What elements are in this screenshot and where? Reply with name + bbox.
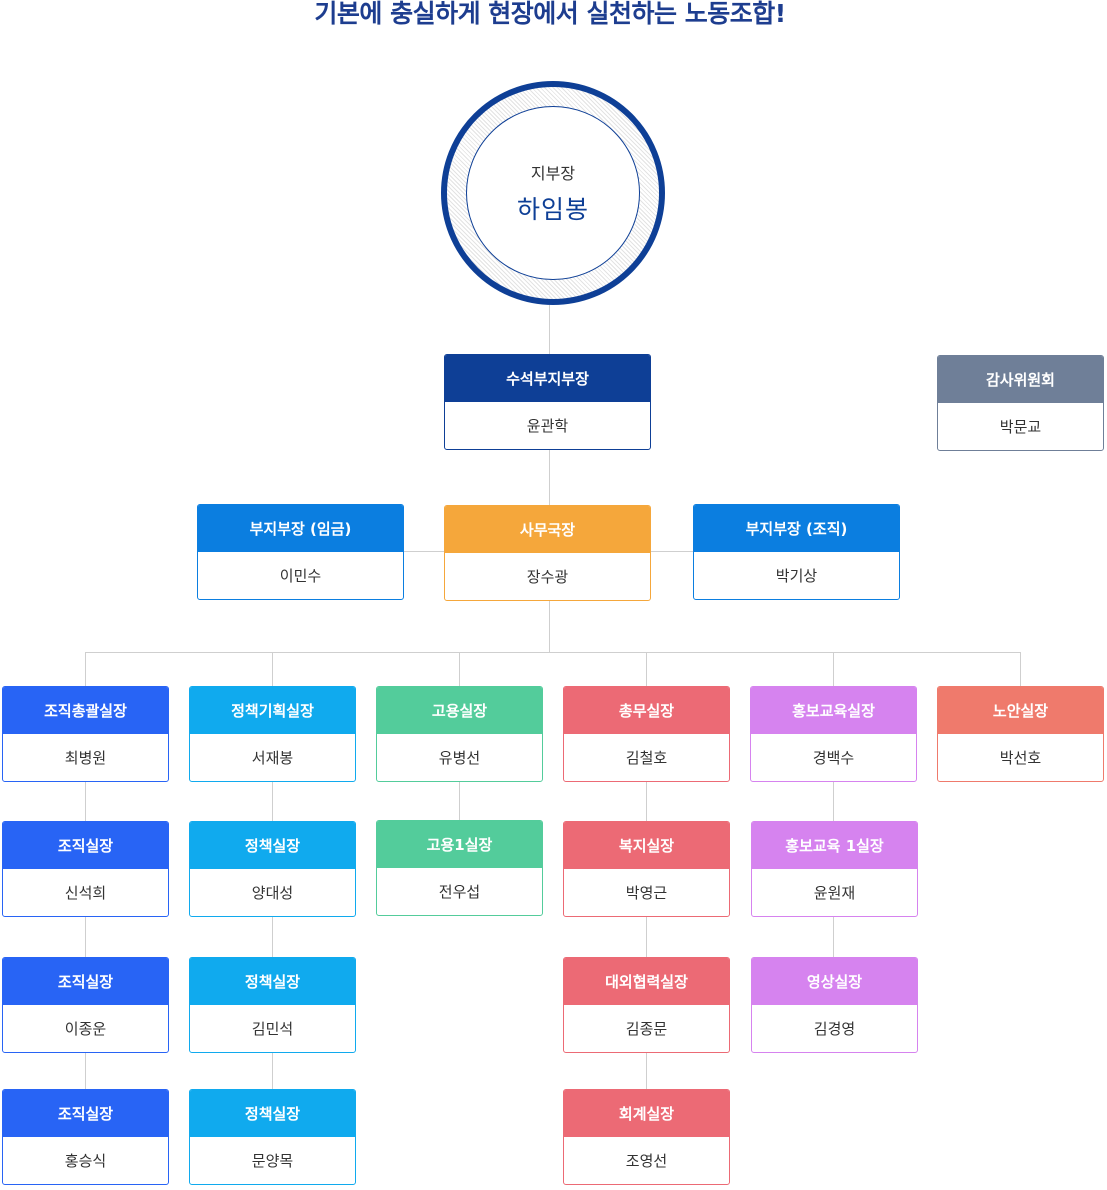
sub-box: 조직실장 이종운 bbox=[2, 957, 169, 1053]
sub-name: 윤원재 bbox=[813, 884, 856, 902]
dept-name: 유병선 bbox=[438, 749, 481, 767]
sub-box: 정책실장 문양목 bbox=[189, 1089, 356, 1185]
connector-line bbox=[272, 781, 273, 822]
sub-title: 정책실장 bbox=[190, 822, 355, 869]
sub-box: 정책실장 양대성 bbox=[189, 821, 356, 917]
connector-line bbox=[85, 652, 86, 687]
sub-title: 영상실장 bbox=[752, 958, 917, 1005]
sub-name: 전우섭 bbox=[438, 883, 481, 901]
dept-box-pr-education: 홍보교육실장 경백수 bbox=[750, 686, 917, 782]
connector-line bbox=[272, 916, 273, 958]
sub-title: 조직실장 bbox=[3, 1090, 168, 1137]
connector-line bbox=[833, 916, 834, 958]
connector-line bbox=[1020, 652, 1021, 687]
sub-title: 조직실장 bbox=[3, 958, 168, 1005]
connector-line bbox=[272, 1052, 273, 1090]
connector-line bbox=[650, 551, 694, 552]
sub-box: 복지실장 박영근 bbox=[563, 821, 730, 917]
connector-line bbox=[459, 781, 460, 821]
dept-box-policy-planning: 정책기획실장 서재봉 bbox=[189, 686, 356, 782]
sub-name: 김종문 bbox=[625, 1020, 668, 1038]
sub-box: 영상실장 김경영 bbox=[751, 957, 918, 1053]
dept-box-labor-safety: 노안실장 박선호 bbox=[937, 686, 1104, 782]
audit-committee-box: 감사위원회 박문교 bbox=[937, 355, 1104, 451]
vp-wage-name: 이민수 bbox=[279, 567, 322, 585]
sub-name: 이종운 bbox=[64, 1020, 107, 1038]
sub-name: 홍승식 bbox=[64, 1152, 107, 1170]
sub-title: 고용1실장 bbox=[377, 821, 542, 868]
connector-line bbox=[833, 781, 834, 822]
sub-box: 고용1실장 전우섭 bbox=[376, 820, 543, 916]
dept-box-general-affairs: 총무실장 김철호 bbox=[563, 686, 730, 782]
connector-line bbox=[549, 305, 550, 355]
dept-title: 정책기획실장 bbox=[190, 687, 355, 734]
sub-title: 복지실장 bbox=[564, 822, 729, 869]
sub-name: 박영근 bbox=[625, 884, 668, 902]
sub-box: 정책실장 김민석 bbox=[189, 957, 356, 1053]
audit-committee-title: 감사위원회 bbox=[938, 356, 1103, 403]
sub-name: 문양목 bbox=[251, 1152, 294, 1170]
connector-line bbox=[549, 450, 550, 506]
vp-wage-title: 부지부장 (임금) bbox=[198, 505, 403, 552]
connector-line bbox=[85, 781, 86, 822]
dept-name: 최병원 bbox=[64, 749, 107, 767]
sub-box: 대외협력실장 김종문 bbox=[563, 957, 730, 1053]
sub-name: 김경영 bbox=[813, 1020, 856, 1038]
audit-committee-name: 박문교 bbox=[999, 418, 1042, 436]
sub-box: 회계실장 조영선 bbox=[563, 1089, 730, 1185]
sub-title: 조직실장 bbox=[3, 822, 168, 869]
sub-title: 홍보교육 1실장 bbox=[752, 822, 917, 869]
dept-name: 경백수 bbox=[812, 749, 855, 767]
sub-name: 양대성 bbox=[251, 884, 294, 902]
sub-title: 회계실장 bbox=[564, 1090, 729, 1137]
connector-line bbox=[646, 652, 647, 687]
sub-name: 조영선 bbox=[625, 1152, 668, 1170]
sub-title: 정책실장 bbox=[190, 1090, 355, 1137]
dept-title: 홍보교육실장 bbox=[751, 687, 916, 734]
vp-org-box: 부지부장 (조직) 박기상 bbox=[693, 504, 900, 600]
connector-line bbox=[85, 1052, 86, 1090]
vp-org-title: 부지부장 (조직) bbox=[694, 505, 899, 552]
leader-node: 지부장 하임봉 bbox=[466, 106, 640, 280]
secretary-general-title: 사무국장 bbox=[445, 506, 650, 553]
senior-vp-box: 수석부지부장 윤관학 bbox=[444, 354, 651, 450]
connector-line bbox=[646, 1052, 647, 1090]
sub-box: 조직실장 홍승식 bbox=[2, 1089, 169, 1185]
senior-vp-title: 수석부지부장 bbox=[445, 355, 650, 402]
dept-box-org-general: 조직총괄실장 최병원 bbox=[2, 686, 169, 782]
leader-title: 지부장 bbox=[530, 164, 576, 183]
connector-line bbox=[646, 916, 647, 958]
connector-line bbox=[459, 652, 460, 687]
sub-box: 조직실장 신석희 bbox=[2, 821, 169, 917]
dept-title: 총무실장 bbox=[564, 687, 729, 734]
sub-title: 대외협력실장 bbox=[564, 958, 729, 1005]
dept-name: 김철호 bbox=[625, 749, 668, 767]
dept-name: 박선호 bbox=[999, 749, 1042, 767]
connector-line bbox=[833, 652, 834, 687]
sub-name: 김민석 bbox=[251, 1020, 294, 1038]
dept-box-employment: 고용실장 유병선 bbox=[376, 686, 543, 782]
page-headline: 기본에 충실하게 현장에서 실천하는 노동조합! bbox=[314, 0, 786, 28]
leader-name: 하임봉 bbox=[516, 195, 589, 224]
dept-title: 고용실장 bbox=[377, 687, 542, 734]
dept-title: 노안실장 bbox=[938, 687, 1103, 734]
sub-name: 신석희 bbox=[64, 884, 107, 902]
connector-line bbox=[272, 652, 273, 687]
connector-line bbox=[646, 781, 647, 822]
connector-line bbox=[403, 551, 445, 552]
vp-org-name: 박기상 bbox=[775, 567, 818, 585]
connector-line bbox=[549, 600, 550, 652]
vp-wage-box: 부지부장 (임금) 이민수 bbox=[197, 504, 404, 600]
connector-line bbox=[85, 652, 1021, 653]
dept-name: 서재봉 bbox=[251, 749, 294, 767]
sub-title: 정책실장 bbox=[190, 958, 355, 1005]
dept-title: 조직총괄실장 bbox=[3, 687, 168, 734]
secretary-general-name: 장수광 bbox=[526, 568, 569, 586]
connector-line bbox=[85, 916, 86, 958]
senior-vp-name: 윤관학 bbox=[526, 417, 569, 435]
sub-box: 홍보교육 1실장 윤원재 bbox=[751, 821, 918, 917]
secretary-general-box: 사무국장 장수광 bbox=[444, 505, 651, 601]
